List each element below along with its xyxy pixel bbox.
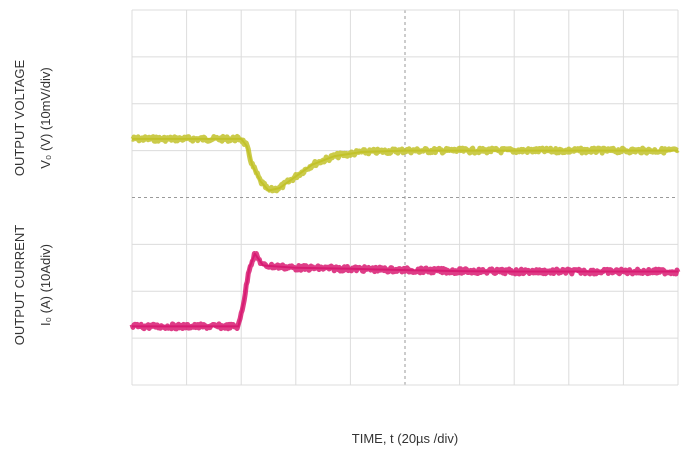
y-axis-label-current-line1: OUTPUT CURRENT: [12, 225, 27, 345]
y-axis-label-voltage-line2: V₀ (V) (10mV/div): [38, 67, 53, 168]
x-axis-label: TIME, t (20µs /div): [352, 431, 458, 446]
voltage-trace: [130, 133, 680, 194]
y-axis-label-voltage-line1: OUTPUT VOLTAGE: [12, 60, 27, 177]
current-trace-core: [132, 252, 678, 328]
scope-grid: [131, 9, 679, 386]
voltage-trace-core: [132, 137, 678, 192]
scope-traces: [129, 133, 681, 332]
y-axis-label-current-line2: I₀ (A) (10Adiv): [38, 244, 53, 326]
